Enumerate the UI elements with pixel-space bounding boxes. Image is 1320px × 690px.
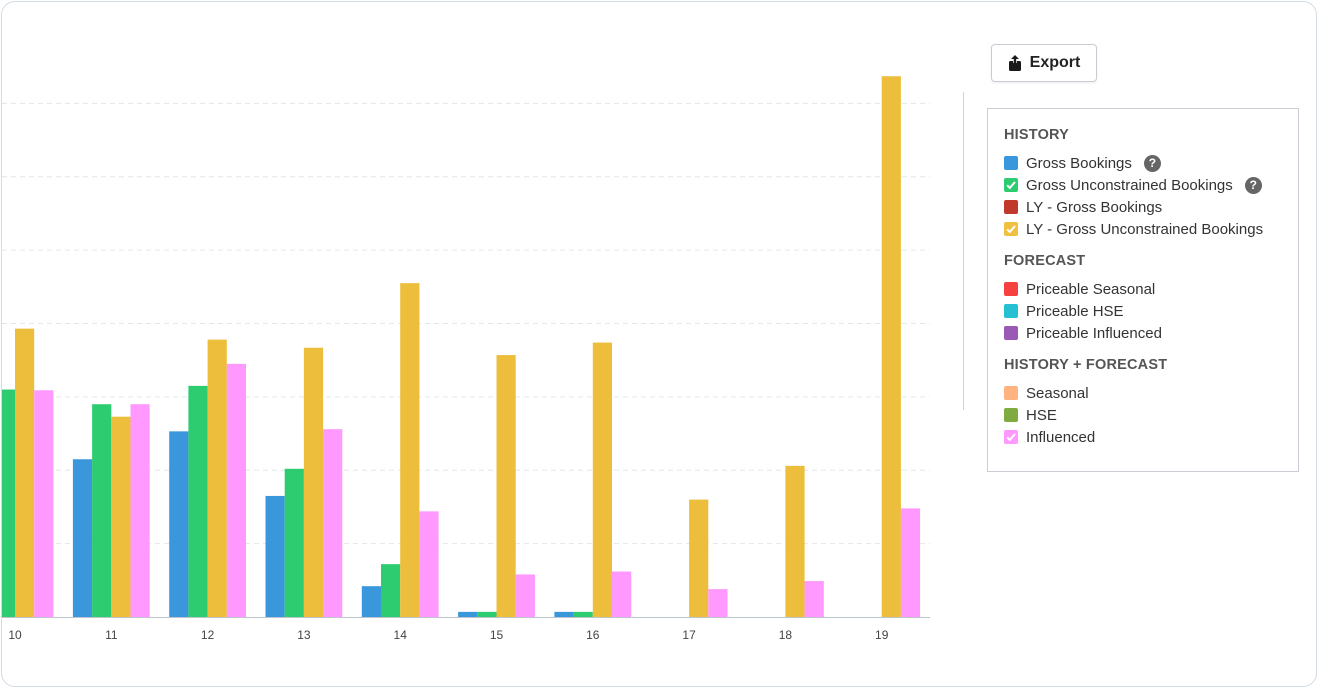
legend-swatch[interactable] bbox=[1004, 200, 1018, 214]
x-tick-labels: 10 11 12 13 14 15 16 17 18 19 bbox=[8, 628, 888, 642]
bar[interactable] bbox=[400, 283, 420, 617]
x-tick-label: 10 bbox=[8, 628, 22, 642]
legend-item[interactable]: Priceable HSE bbox=[1004, 300, 1298, 322]
legend-swatch[interactable] bbox=[1004, 304, 1018, 318]
x-tick-label: 16 bbox=[586, 628, 600, 642]
legend-item[interactable]: Seasonal bbox=[1004, 382, 1298, 404]
bar[interactable] bbox=[188, 385, 208, 617]
export-button-label: Export bbox=[1029, 54, 1081, 71]
export-button[interactable]: Export bbox=[991, 44, 1097, 82]
bar[interactable] bbox=[515, 574, 535, 617]
bar[interactable] bbox=[881, 76, 901, 617]
legend-group-title: HISTORY bbox=[1004, 127, 1070, 143]
checkmark-icon bbox=[1006, 433, 1016, 442]
x-tick-label: 18 bbox=[779, 628, 793, 642]
bar[interactable] bbox=[458, 611, 478, 617]
bar[interactable] bbox=[226, 363, 246, 617]
legend-item[interactable]: LY - Gross Unconstrained Bookings bbox=[1004, 218, 1298, 240]
legend-item[interactable]: LY - Gross Bookings bbox=[1004, 196, 1298, 218]
legend-swatch-checked[interactable] bbox=[1004, 430, 1018, 444]
bar[interactable] bbox=[323, 429, 343, 617]
bar[interactable] bbox=[15, 328, 35, 617]
legend-item[interactable]: Influenced bbox=[1004, 426, 1298, 448]
legend-item[interactable]: Gross Unconstrained Bookings? bbox=[1004, 174, 1298, 196]
legend-item-label: HSE bbox=[1026, 406, 1057, 424]
legend-group-title: FORECAST bbox=[1004, 253, 1086, 269]
bar[interactable] bbox=[111, 416, 131, 617]
legend-item[interactable]: HSE bbox=[1004, 404, 1298, 426]
x-tick-label: 13 bbox=[297, 628, 311, 642]
bar[interactable] bbox=[804, 581, 824, 617]
legend-item-label: Priceable HSE bbox=[1026, 302, 1124, 320]
help-icon[interactable]: ? bbox=[1244, 176, 1262, 194]
bar[interactable] bbox=[496, 355, 516, 617]
bar[interactable] bbox=[284, 468, 304, 617]
legend-group: HISTORY + FORECAST Seasonal HSE Influenced bbox=[1004, 357, 1298, 448]
legend-item-label: Priceable Seasonal bbox=[1026, 280, 1156, 298]
x-tick-label: 19 bbox=[875, 628, 889, 642]
x-tick-label: 14 bbox=[394, 628, 408, 642]
legend-swatch[interactable] bbox=[1004, 408, 1018, 422]
bar[interactable] bbox=[592, 342, 612, 617]
x-tick-label: 17 bbox=[682, 628, 696, 642]
legend-item-label: Gross Unconstrained Bookings bbox=[1026, 176, 1233, 194]
bar[interactable] bbox=[381, 564, 401, 617]
legend-item-label: LY - Gross Unconstrained Bookings bbox=[1026, 220, 1264, 238]
help-icon[interactable]: ? bbox=[1143, 154, 1161, 172]
divider bbox=[963, 92, 964, 410]
bar[interactable] bbox=[612, 571, 632, 617]
bars bbox=[2, 76, 921, 617]
legend-item[interactable]: Gross Bookings? bbox=[1004, 152, 1298, 174]
share-icon bbox=[1008, 55, 1022, 71]
legend-swatch-checked[interactable] bbox=[1004, 222, 1018, 236]
legend-item-label: LY - Gross Bookings bbox=[1026, 198, 1163, 216]
bar[interactable] bbox=[785, 465, 805, 617]
legend-item[interactable]: Priceable Influenced bbox=[1004, 322, 1298, 344]
legend-swatch[interactable] bbox=[1004, 386, 1018, 400]
x-tick-label: 12 bbox=[201, 628, 215, 642]
bar[interactable] bbox=[708, 589, 728, 617]
legend-item-label: Seasonal bbox=[1026, 384, 1089, 402]
x-tick-label: 11 bbox=[105, 628, 118, 642]
checkmark-icon bbox=[1006, 225, 1016, 234]
grid-lines bbox=[2, 102, 930, 545]
legend-group-title: HISTORY + FORECAST bbox=[1004, 357, 1168, 373]
legend-swatch[interactable] bbox=[1004, 282, 1018, 296]
legend-swatch[interactable] bbox=[1004, 326, 1018, 340]
legend-group: HISTORY Gross Bookings? Gross Unconstraine… bbox=[1004, 127, 1298, 240]
bar[interactable] bbox=[265, 495, 285, 617]
bar[interactable] bbox=[361, 586, 381, 617]
bar[interactable] bbox=[130, 404, 150, 617]
bar[interactable] bbox=[689, 499, 709, 617]
bar[interactable] bbox=[92, 404, 112, 617]
bar[interactable] bbox=[207, 339, 227, 617]
legend-item-label: Priceable Influenced bbox=[1026, 324, 1162, 342]
x-tick-label: 15 bbox=[490, 628, 504, 642]
bar[interactable] bbox=[72, 459, 93, 617]
legend-item-label: Influenced bbox=[1026, 428, 1096, 446]
bar[interactable] bbox=[303, 347, 324, 617]
bar[interactable] bbox=[554, 611, 574, 617]
checkmark-icon bbox=[1006, 181, 1016, 190]
bar[interactable] bbox=[169, 431, 189, 617]
bar[interactable] bbox=[900, 508, 921, 617]
legend-item[interactable]: Priceable Seasonal bbox=[1004, 278, 1298, 300]
legend-item-label: Gross Bookings bbox=[1026, 154, 1132, 172]
bar[interactable] bbox=[34, 390, 54, 617]
bar[interactable] bbox=[419, 511, 439, 617]
chart-legend: HISTORY Gross Bookings? Gross Unconstraine… bbox=[987, 108, 1299, 472]
legend-swatch-checked[interactable] bbox=[1004, 178, 1018, 192]
bar[interactable] bbox=[477, 611, 497, 617]
legend-group: FORECAST Priceable Seasonal Priceable HSE P… bbox=[1004, 253, 1298, 344]
legend-swatch[interactable] bbox=[1004, 156, 1018, 170]
bar-chart: 10 11 12 13 14 15 16 17 18 19 bbox=[2, 76, 930, 642]
bar[interactable] bbox=[2, 389, 16, 617]
bar[interactable] bbox=[573, 611, 593, 617]
